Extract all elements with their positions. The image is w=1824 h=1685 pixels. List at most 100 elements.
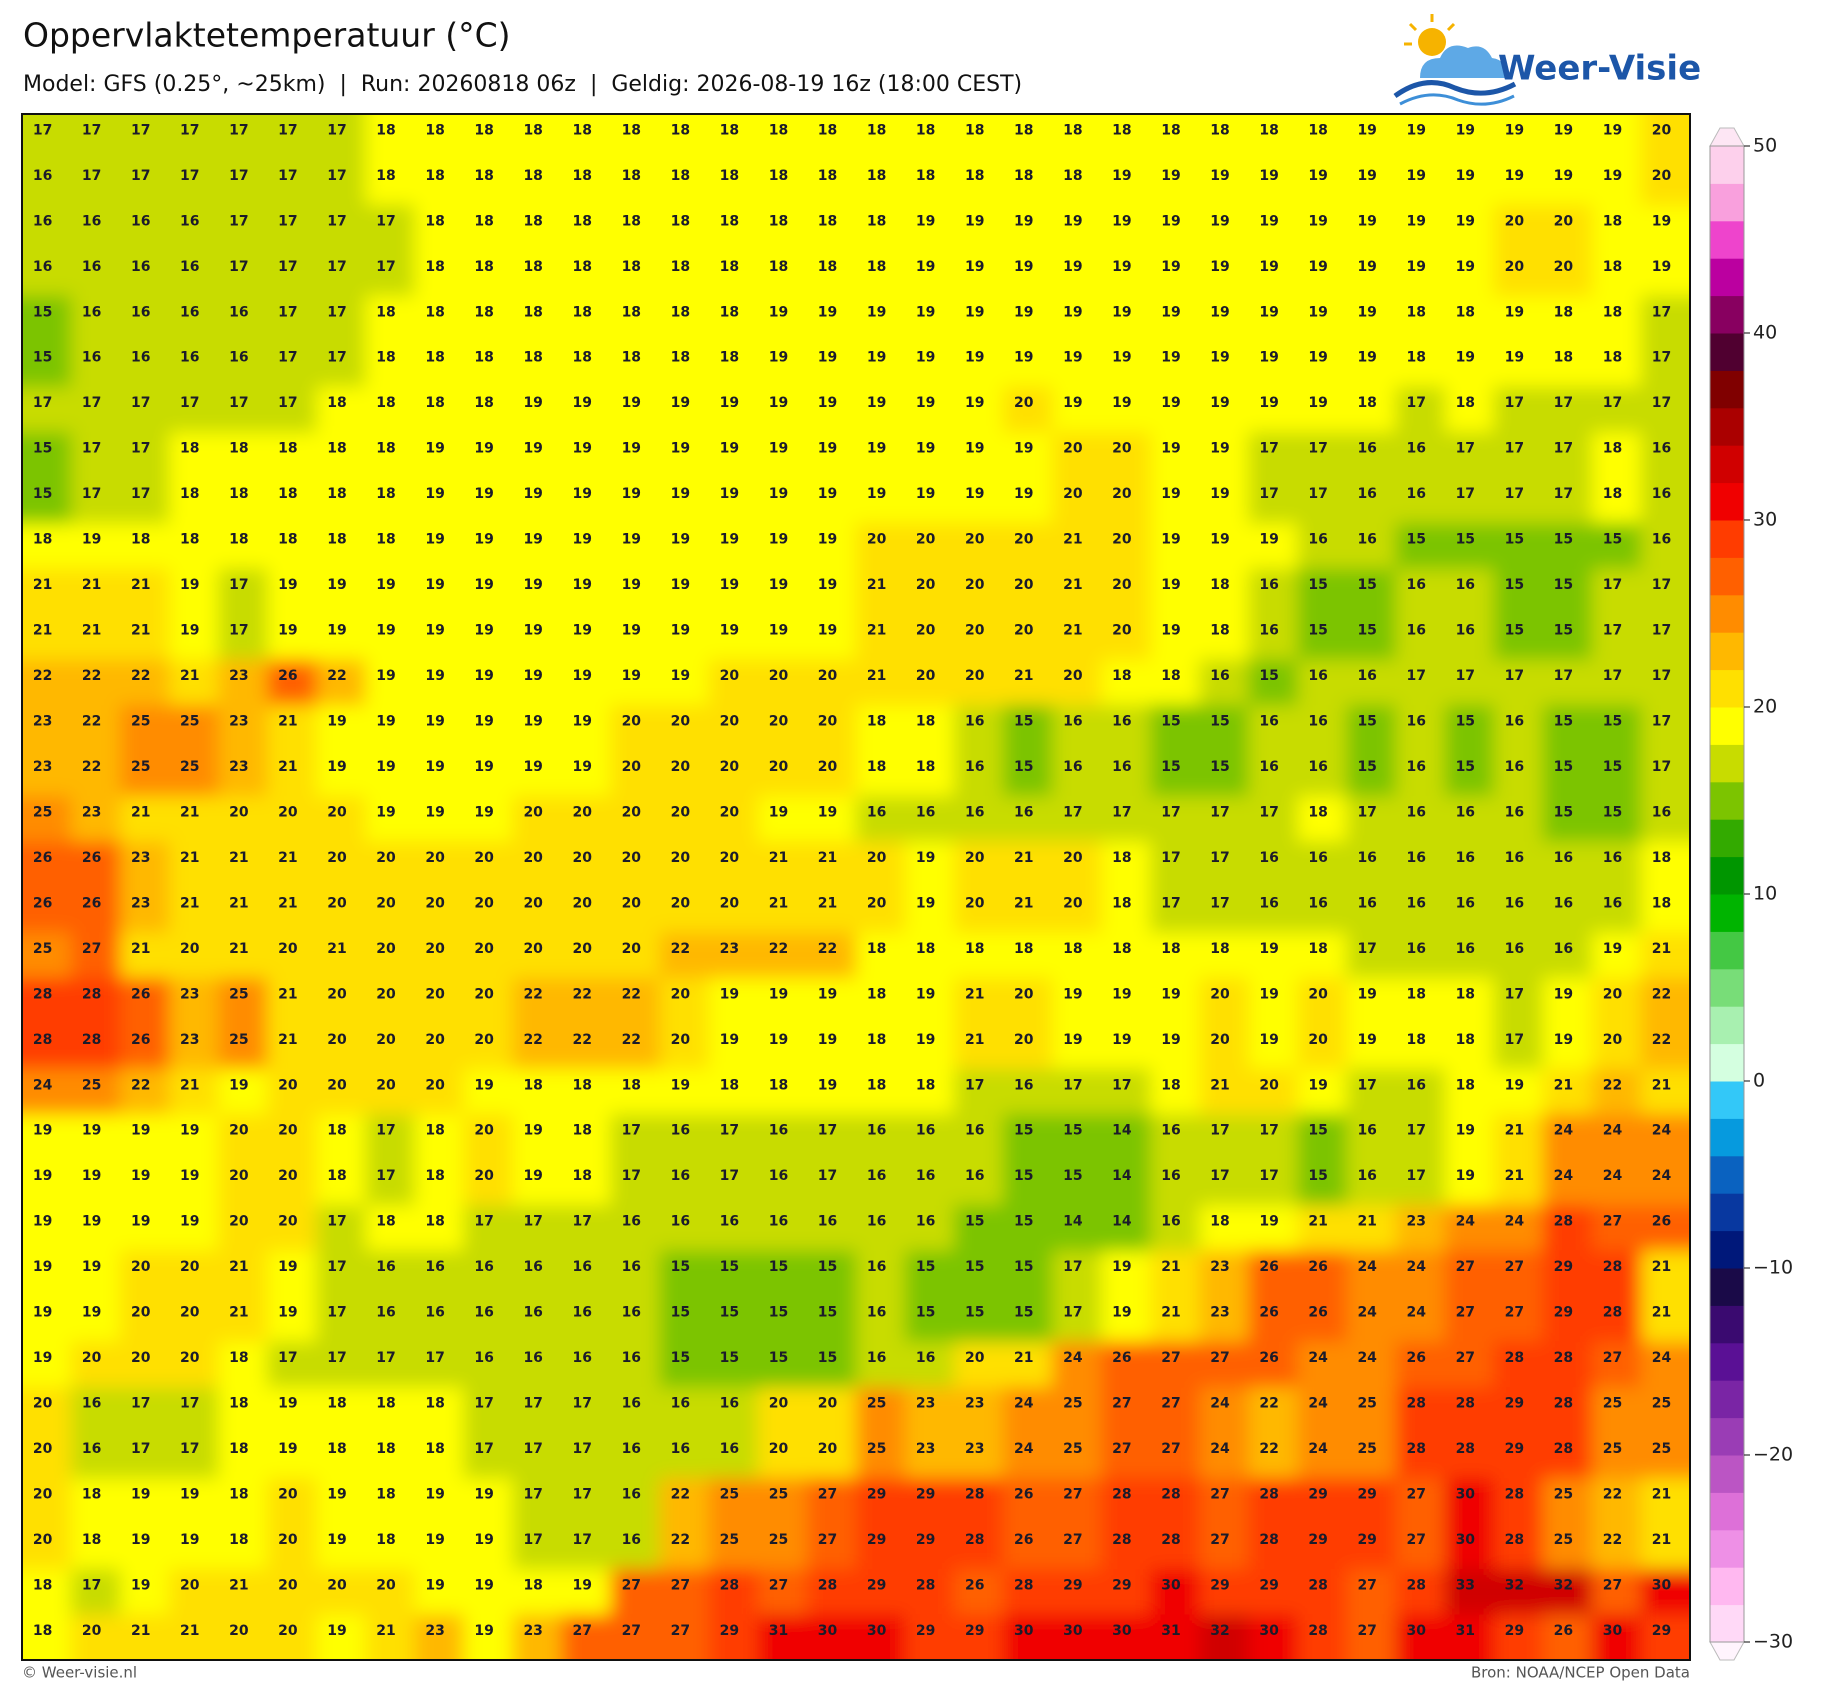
temp-label: 16	[1407, 623, 1426, 639]
temp-label: 19	[818, 1032, 837, 1048]
temp-cell	[561, 568, 612, 615]
temp-label: 18	[474, 259, 493, 275]
colorbar-band	[1710, 258, 1744, 297]
temp-cell	[1150, 204, 1201, 252]
temp-label: 16	[82, 259, 101, 275]
temp-cell	[905, 295, 955, 342]
temp-label: 15	[916, 1305, 935, 1321]
temp-label: 28	[1505, 1532, 1524, 1548]
temp-label: 19	[622, 668, 641, 684]
temp-cell	[120, 295, 170, 342]
temp-label: 20	[622, 713, 642, 729]
temp-cell	[806, 523, 857, 570]
temp-label: 18	[867, 122, 886, 138]
temp-label: 18	[573, 1077, 592, 1093]
temp-cell	[1248, 432, 1299, 479]
temp-cell	[512, 250, 563, 297]
temp-label: 15	[769, 1259, 788, 1275]
temp-cell	[1493, 477, 1544, 524]
colorbar-band	[1710, 894, 1744, 932]
temp-cell	[365, 523, 416, 570]
temp-label: 18	[622, 122, 641, 138]
temp-label: 20	[769, 668, 789, 684]
colorbar-band	[1710, 968, 1744, 1007]
temp-cell	[1003, 204, 1053, 252]
temp-label: 27	[1063, 1486, 1082, 1502]
colorbar-band	[1710, 220, 1744, 259]
temp-label: 32	[1554, 1577, 1573, 1593]
temp-label: 20	[916, 623, 936, 639]
temp-label: 19	[769, 577, 788, 593]
temp-label: 18	[916, 941, 935, 957]
temp-label: 24	[1652, 1123, 1672, 1139]
temp-label: 18	[1308, 941, 1327, 957]
temp-cell	[1150, 432, 1201, 479]
temp-label: 16	[376, 1305, 395, 1321]
temp-label: 30	[1161, 1577, 1181, 1593]
title: Oppervlaktetemperatuur (°C)	[23, 16, 511, 55]
temp-label: 16	[1456, 895, 1475, 911]
temp-label: 16	[131, 350, 150, 366]
temp-label: 19	[1161, 577, 1180, 593]
temp-cell	[561, 341, 612, 388]
temp-cell	[1640, 477, 1690, 524]
temp-label: 16	[1407, 486, 1426, 502]
temp-label: 16	[1652, 804, 1671, 820]
temp-label: 16	[622, 1214, 641, 1230]
temp-label: 20	[1308, 1032, 1328, 1048]
temp-label: 16	[376, 1259, 395, 1275]
temp-label: 16	[82, 350, 101, 366]
temp-label: 16	[573, 1259, 592, 1275]
temp-label: 18	[1161, 668, 1180, 684]
temp-label: 19	[131, 1168, 150, 1184]
temp-cell	[1444, 386, 1495, 433]
temp-label: 19	[769, 304, 788, 320]
temp-label: 18	[180, 532, 199, 548]
temp-label: 17	[180, 1396, 199, 1412]
temp-label: 25	[1652, 1441, 1671, 1457]
temp-label: 26	[1652, 1214, 1671, 1230]
temp-label: 21	[131, 804, 150, 820]
colorbar-band	[1710, 1006, 1744, 1045]
temp-label: 19	[33, 1123, 52, 1139]
temp-label: 21	[180, 850, 199, 866]
temp-cell	[1493, 204, 1544, 252]
temp-label: 20	[671, 895, 691, 911]
temp-label: 20	[229, 1123, 249, 1139]
temp-cell	[169, 204, 219, 252]
logo-mark	[1393, 14, 1517, 106]
temp-label: 19	[1210, 168, 1229, 184]
temp-cell	[905, 523, 955, 570]
temp-cell	[71, 204, 121, 252]
temp-label: 17	[1652, 623, 1671, 639]
temp-label: 19	[474, 759, 493, 775]
temp-label: 16	[1259, 577, 1278, 593]
temp-cell	[708, 114, 759, 161]
temp-label: 20	[376, 941, 396, 957]
temp-label: 29	[867, 1486, 886, 1502]
temp-label: 17	[1603, 623, 1622, 639]
temp-cell	[169, 341, 219, 388]
temp-label: 17	[131, 1441, 150, 1457]
temp-label: 24	[1652, 1350, 1672, 1366]
temp-cell	[856, 477, 906, 524]
temp-cell	[1052, 204, 1102, 252]
temp-label: 19	[1063, 259, 1082, 275]
temp-label: 29	[1505, 1623, 1524, 1639]
temp-label: 15	[1357, 577, 1376, 593]
temp-label: 19	[916, 441, 935, 457]
temp-label: 20	[622, 941, 642, 957]
temp-label: 19	[769, 441, 788, 457]
temp-cell	[1591, 159, 1642, 206]
temp-label: 19	[671, 623, 690, 639]
temp-label: 16	[1554, 895, 1573, 911]
temp-cell	[365, 341, 416, 388]
temp-label: 20	[523, 850, 543, 866]
temp-label: 20	[278, 1577, 298, 1593]
temp-cell	[71, 295, 121, 342]
temp-label: 18	[376, 395, 395, 411]
temp-cell	[22, 114, 72, 161]
temp-cell	[512, 295, 563, 342]
temp-cell	[1101, 523, 1151, 570]
temp-label: 17	[573, 1441, 592, 1457]
